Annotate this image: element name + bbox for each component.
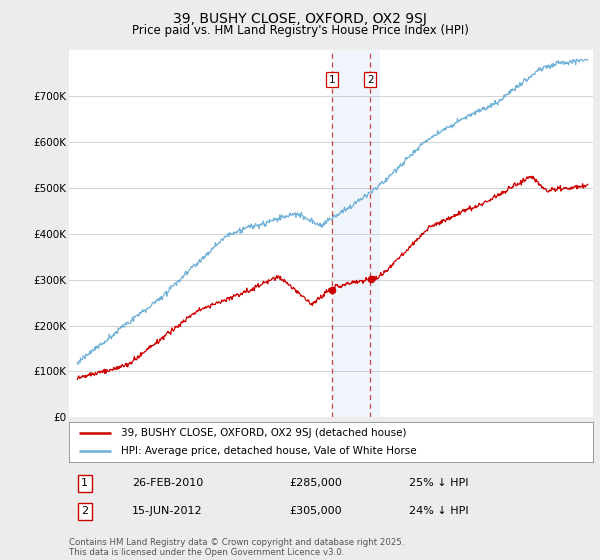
Text: 15-JUN-2012: 15-JUN-2012 [132, 506, 202, 516]
Text: HPI: Average price, detached house, Vale of White Horse: HPI: Average price, detached house, Vale… [121, 446, 417, 456]
Bar [332, 50, 380, 417]
Text: 1: 1 [328, 74, 335, 85]
Text: 2: 2 [367, 74, 374, 85]
Text: 24% ↓ HPI: 24% ↓ HPI [409, 506, 469, 516]
Text: £285,000: £285,000 [289, 478, 342, 488]
Text: 39, BUSHY CLOSE, OXFORD, OX2 9SJ: 39, BUSHY CLOSE, OXFORD, OX2 9SJ [173, 12, 427, 26]
Point [327, 286, 337, 295]
Text: £305,000: £305,000 [289, 506, 341, 516]
Text: 26-FEB-2010: 26-FEB-2010 [132, 478, 203, 488]
Text: 1: 1 [81, 478, 88, 488]
Point [366, 274, 376, 283]
Text: 39, BUSHY CLOSE, OXFORD, OX2 9SJ (detached house): 39, BUSHY CLOSE, OXFORD, OX2 9SJ (detach… [121, 428, 407, 438]
Text: 2: 2 [81, 506, 88, 516]
Text: Contains HM Land Registry data © Crown copyright and database right 2025.
This d: Contains HM Land Registry data © Crown c… [69, 538, 404, 557]
Text: 25% ↓ HPI: 25% ↓ HPI [409, 478, 469, 488]
Text: Price paid vs. HM Land Registry's House Price Index (HPI): Price paid vs. HM Land Registry's House … [131, 24, 469, 37]
